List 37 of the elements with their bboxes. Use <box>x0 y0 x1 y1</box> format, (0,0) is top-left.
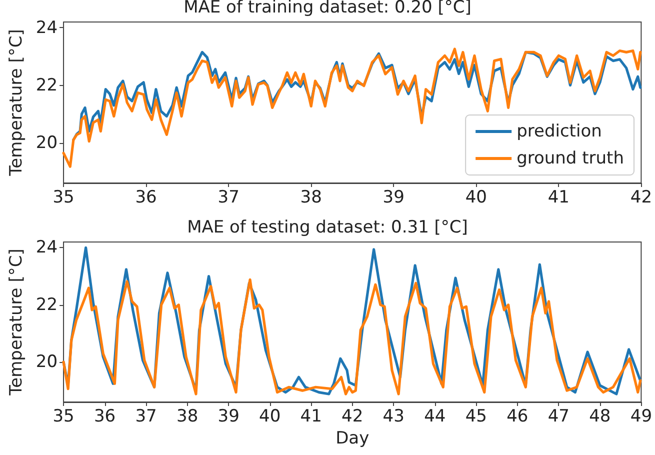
x-tick-label: 36 <box>135 188 157 208</box>
y-tick-label: 24 <box>36 18 58 38</box>
x-tick-label: 36 <box>94 406 116 426</box>
y-tick-label: 24 <box>36 238 58 258</box>
y-tick-label: 22 <box>36 75 58 96</box>
x-tick-label: 41 <box>300 406 322 426</box>
y-axis-title: Temperature [°C] <box>6 248 26 396</box>
x-tick-label: 48 <box>589 406 611 426</box>
x-tick-label: 37 <box>135 406 157 426</box>
x-tick-label: 38 <box>300 188 322 208</box>
x-tick-label: 45 <box>465 406 487 426</box>
x-tick-label: 41 <box>548 188 570 208</box>
y-axis-title: Temperature [°C] <box>6 29 26 177</box>
x-tick-label: 42 <box>630 188 652 208</box>
x-tick-label: 39 <box>382 188 404 208</box>
line-series <box>62 48 642 168</box>
line-series <box>62 278 642 396</box>
x-tick-label: 37 <box>218 188 240 208</box>
x-axis-title: Day <box>336 428 370 448</box>
chart-title: MAE of testing dataset: 0.31 [°C] <box>187 218 468 238</box>
y-tick-label: 22 <box>36 294 58 315</box>
x-tick-label: 40 <box>259 406 281 426</box>
x-tick-label: 35 <box>52 406 74 426</box>
x-tick-label: 43 <box>382 406 404 426</box>
x-tick-label: 44 <box>424 406 446 426</box>
x-tick-label: 38 <box>176 406 198 426</box>
legend-label: prediction <box>516 122 602 142</box>
legend-label: ground truth <box>516 148 624 168</box>
y-tick-label: 20 <box>36 132 58 153</box>
x-tick-label: 49 <box>630 406 652 426</box>
x-tick-label: 39 <box>218 406 240 426</box>
x-tick-label: 40 <box>465 188 487 208</box>
x-tick-label: 47 <box>548 406 570 426</box>
x-tick-label: 35 <box>52 188 74 208</box>
x-tick-label: 42 <box>342 406 364 426</box>
y-tick-label: 20 <box>36 352 58 372</box>
x-tick-label: 46 <box>506 406 528 426</box>
